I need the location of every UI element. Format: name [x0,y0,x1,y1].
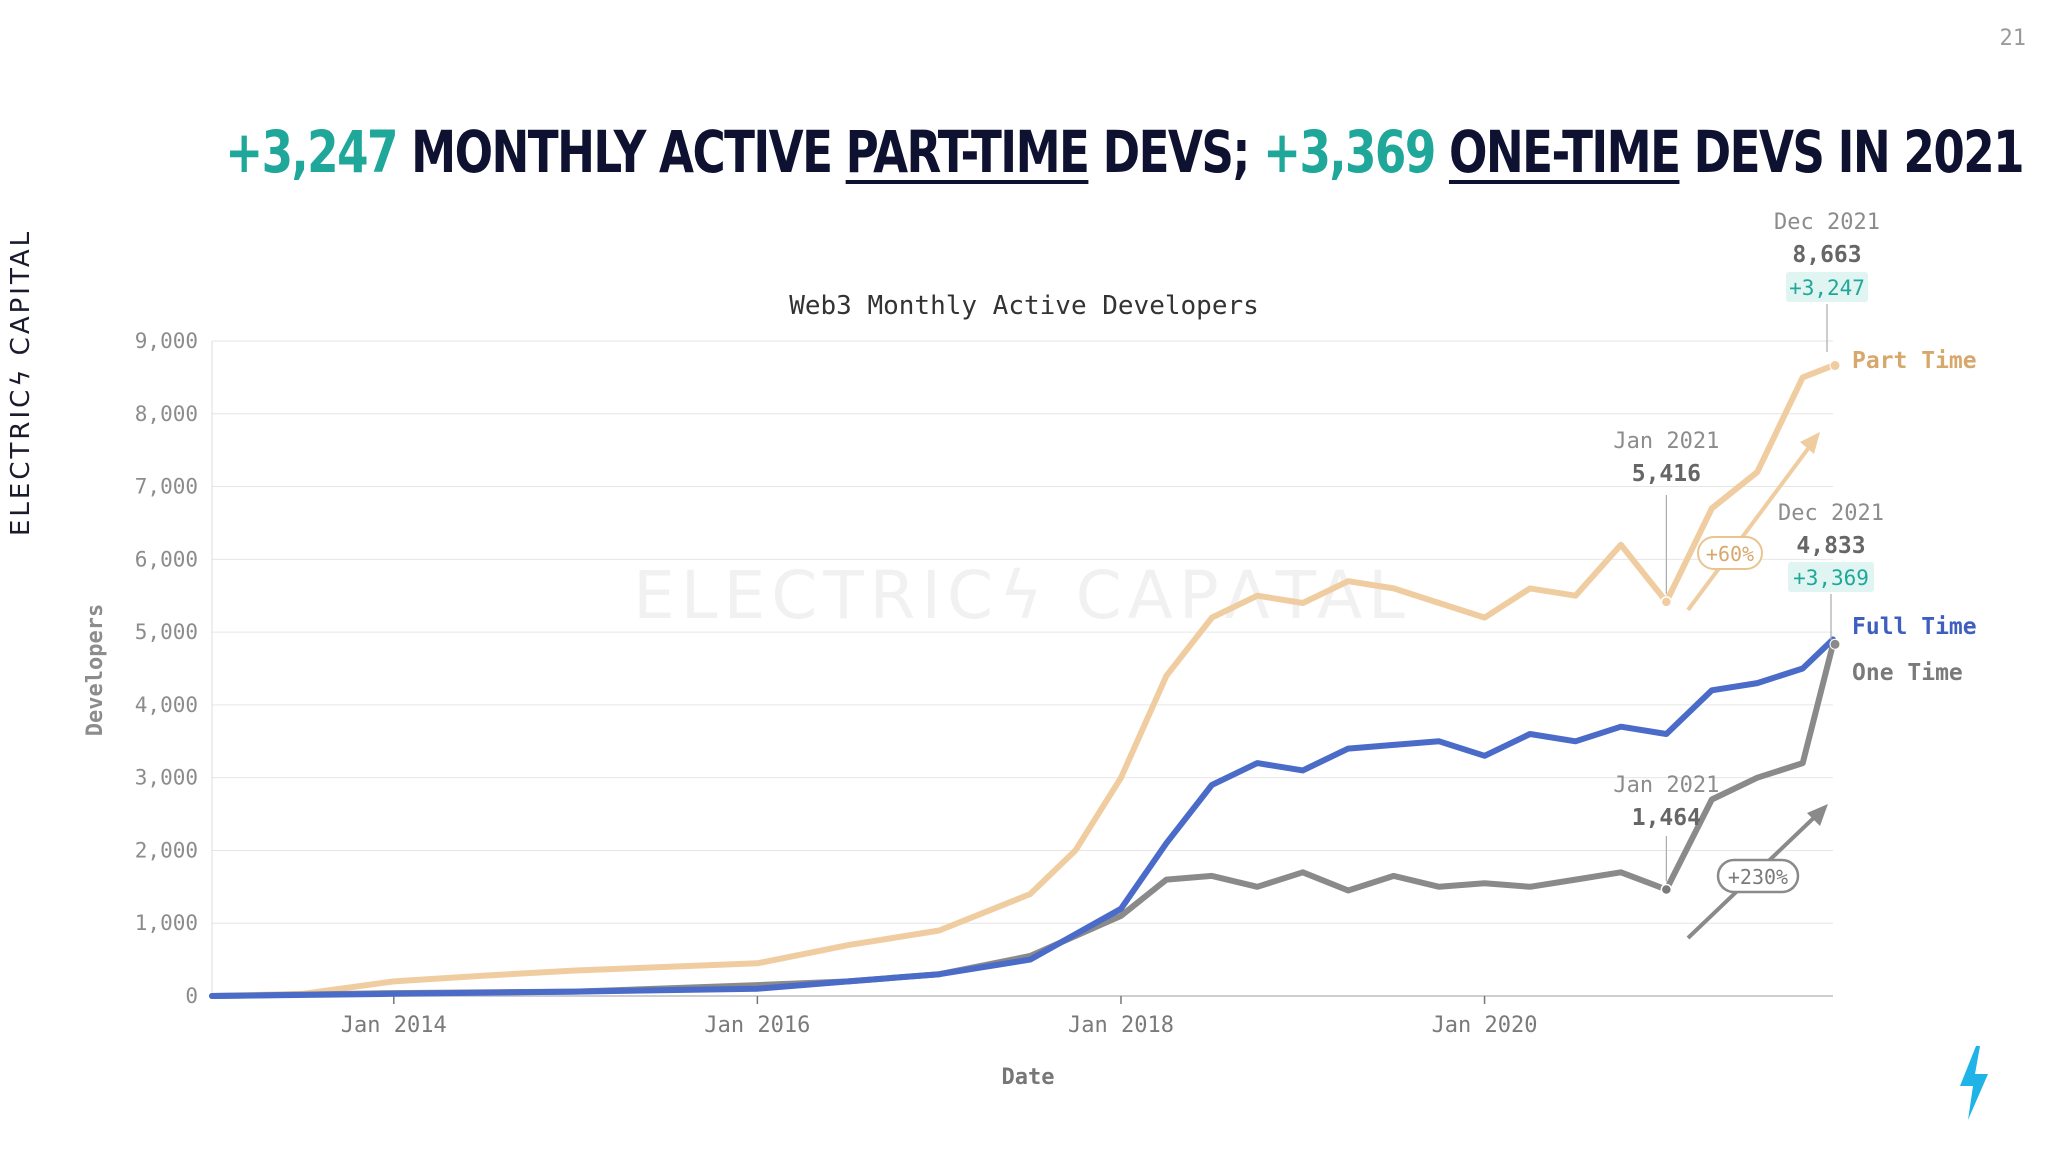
headline-one-time-number: +3,369 [1263,118,1436,186]
growth-badge-part-time [1697,536,1763,570]
growth-label-one-time: +230% [1728,865,1788,889]
headline-text-2: DEVS; [1088,118,1264,186]
annotation-one-time-jan-value: 1,464 [1632,805,1701,831]
annotation-one-time-jan-date: Jan 2021 [1613,773,1719,798]
y-tick-label: 7,000 [135,475,198,499]
plot-area [212,341,1833,996]
annotation-one-time-dec-change: +3,369 [1793,566,1869,590]
y-tick-label: 2,000 [135,838,198,862]
legend-label-full-time: Full Time [1852,614,1977,640]
annotation-part-time-dec-value: 8,663 [1792,242,1861,268]
series-line-full-time [209,636,1836,999]
x-tick-label: Jan 2014 [341,1013,447,1038]
x-axis-label: Date [1002,1065,1055,1090]
chart-title: Web3 Monthly Active Developers [789,291,1259,321]
marker-one-time-jan-2021 [1660,883,1673,896]
page-number: 21 [1999,26,2027,51]
legend-label-part-time: Part Time [1852,348,1977,374]
y-tick-label: 6,000 [135,547,198,571]
headline-text-4: DEVS IN 2021 [1679,118,2025,186]
headline-part-time-number: +3,247 [225,118,398,186]
y-tick-label: 8,000 [135,402,198,426]
y-tick-label: 1,000 [135,911,198,935]
annotation-part-time-change-badge [1786,272,1868,302]
x-tick-label: Jan 2016 [704,1013,810,1038]
annotation-part-time-jan-date: Jan 2021 [1613,429,1719,454]
series-endpoint-part-time [1829,360,1841,372]
growth-badge-one-time [1716,858,1800,894]
y-tick-label: 0 [185,984,198,1008]
y-axis-label: Developers [83,604,108,736]
y-tick-label: 4,000 [135,693,198,717]
series-line-part-time [209,362,1836,999]
annotation-one-time-dec-value: 4,833 [1796,533,1865,559]
headline-part-time-label: PART-TIME [845,118,1090,186]
annotation-one-time-dec-date: Dec 2021 [1778,501,1884,526]
annotation-one-time-change-badge [1788,562,1874,592]
growth-label-part-time: +60% [1706,542,1754,566]
x-tick-label: Jan 2018 [1068,1013,1174,1038]
lightning-bolt-icon [1960,1046,1988,1120]
annotation-part-time-jan-value: 5,416 [1632,461,1701,487]
x-tick-label: Jan 2020 [1432,1013,1538,1038]
legend-label-one-time: One Time [1852,660,1963,686]
marker-part-time-jan-2021 [1660,596,1673,608]
headline-one-time-label: ONE-TIME [1448,118,1681,186]
y-tick-label: 9,000 [135,329,198,353]
headline: +3,247 MONTHLY ACTIVE PART-TIME DEVS; +3… [225,118,2024,186]
headline-text-1: MONTHLY ACTIVE [396,118,846,186]
series-endpoint-one-time [1829,638,1841,650]
growth-arrowhead-part-time [1800,432,1820,454]
watermark: ELECTRICϟ CAPΛTAL [633,557,1411,634]
annotation-part-time-dec-date: Dec 2021 [1774,210,1880,235]
annotation-part-time-dec-change: +3,247 [1789,276,1865,300]
y-tick-label: 3,000 [135,766,198,790]
growth-arrowhead-one-time [1807,804,1828,826]
y-tick-label: 5,000 [135,620,198,644]
growth-arrow-part-time [1686,436,1818,612]
